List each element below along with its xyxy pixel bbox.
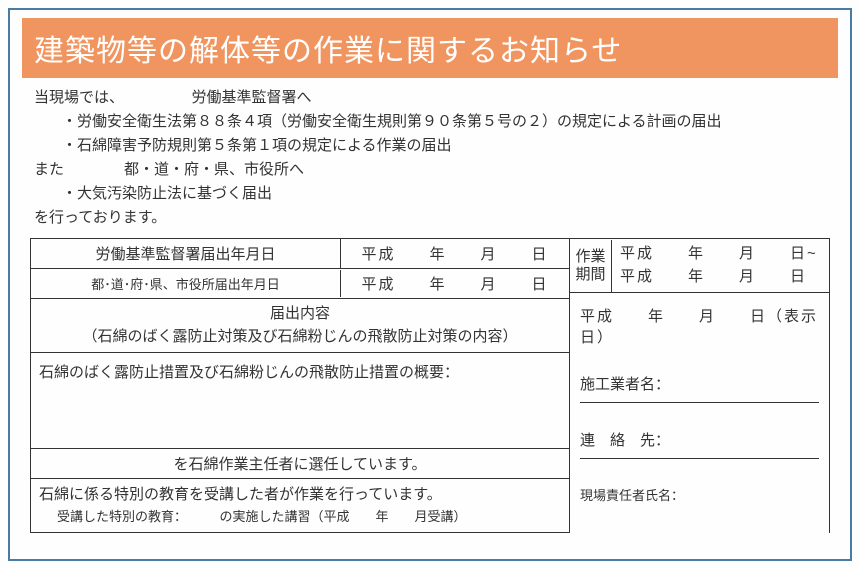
education-row: 石綿に係る特別の教育を受講した者が作業を行っています。 受講した特別の教育： の… [31, 478, 569, 533]
education-line1: 石綿に係る特別の教育を受講した者が作業を行っています。 [39, 483, 561, 507]
intro-line-6: を行っております。 [34, 206, 826, 230]
form-area: 労働基準監督署届出年月日 平成 年 月 日 都･道･府･県、市役所届出年月日 平… [30, 238, 830, 533]
intro-text: 当現場では、 労働基準監督署へ ・労働安全衛生法第８８条４項（労働安全衛生規則第… [34, 86, 826, 230]
notice-document: 建築物等の解体等の作業に関するお知らせ 当現場では、 労働基準監督署へ ・労働安… [8, 8, 852, 561]
document-title: 建築物等の解体等の作業に関するお知らせ [34, 35, 622, 68]
contact-label: 連 絡 先： [580, 432, 670, 449]
education-block: 石綿に係る特別の教育を受講した者が作業を行っています。 受講した特別の教育： の… [31, 479, 569, 532]
title-bar: 建築物等の解体等の作業に関するお知らせ [22, 18, 838, 78]
left-column: 労働基準監督署届出年月日 平成 年 月 日 都･道･府･県、市役所届出年月日 平… [30, 238, 570, 533]
municipal-date-value: 平成 年 月 日 [341, 269, 569, 298]
education-line2: 受講した特別の教育： の実施した講習（平成 年 月受講） [39, 507, 561, 528]
contractor-field: 施工業者名： [580, 373, 819, 403]
period-from: 平成 年 月 日~ [620, 243, 821, 266]
labor-office-date-row: 労働基準監督署届出年月日 平成 年 月 日 [31, 238, 569, 268]
municipal-date-label: 都･道･府･県、市役所届出年月日 [31, 270, 341, 297]
intro-line-2: ・労働安全衛生法第８８条４項（労働安全衛生規則第９０条第５号の２）の規定による計… [34, 110, 826, 134]
content-header-line1: 届出内容 [39, 303, 561, 326]
content-body-row: 石綿のばく露防止措置及び石綿粉じんの飛散防止措置の概要： [31, 352, 569, 448]
municipal-date-row: 都･道･府･県、市役所届出年月日 平成 年 月 日 [31, 268, 569, 298]
labor-office-date-label: 労働基準監督署届出年月日 [31, 239, 341, 268]
intro-line-4: また 都・道・府・県、市役所へ [34, 158, 826, 182]
supervisor-field: 現場責任者氏名： [580, 485, 819, 504]
content-header-row: 届出内容 （石綿のばく露防止対策及び石綿粉じんの飛散防止対策の内容） [31, 298, 569, 352]
work-period-row: 作業期間 平成 年 月 日~ 平成 年 月 日 [570, 238, 829, 293]
right-body: 平成 年 月 日（表示日） 施工業者名： 連 絡 先： 現場責任者氏名： [570, 293, 829, 516]
labor-office-date-value: 平成 年 月 日 [341, 239, 569, 268]
work-period-dates: 平成 年 月 日~ 平成 年 月 日 [612, 239, 829, 292]
intro-line-5: ・大気汚染防止法に基づく届出 [34, 182, 826, 206]
content-body: 石綿のばく露防止措置及び石綿粉じんの飛散防止措置の概要： [31, 353, 569, 448]
contractor-label: 施工業者名： [580, 376, 670, 393]
period-to: 平成 年 月 日 [620, 266, 821, 289]
display-date-value: 平成 年 月 日（表示日） [580, 308, 818, 346]
intro-line-3: ・石綿障害予防規則第５条第１項の規定による作業の届出 [34, 134, 826, 158]
content-header: 届出内容 （石綿のばく露防止対策及び石綿粉じんの飛散防止対策の内容） [31, 299, 569, 352]
display-date-field: 平成 年 月 日（表示日） [580, 305, 819, 347]
supervisor-label: 現場責任者氏名： [580, 488, 684, 503]
selection-row: を石綿作業主任者に選任しています。 [31, 448, 569, 478]
right-column: 作業期間 平成 年 月 日~ 平成 年 月 日 平成 年 月 日（表示日） 施工… [570, 238, 830, 533]
contact-field: 連 絡 先： [580, 429, 819, 459]
content-header-line2: （石綿のばく露防止対策及び石綿粉じんの飛散防止対策の内容） [39, 326, 561, 349]
selection-text: を石綿作業主任者に選任しています。 [31, 449, 569, 478]
work-period-header: 作業期間 [570, 240, 612, 292]
intro-line-1: 当現場では、 労働基準監督署へ [34, 86, 826, 110]
